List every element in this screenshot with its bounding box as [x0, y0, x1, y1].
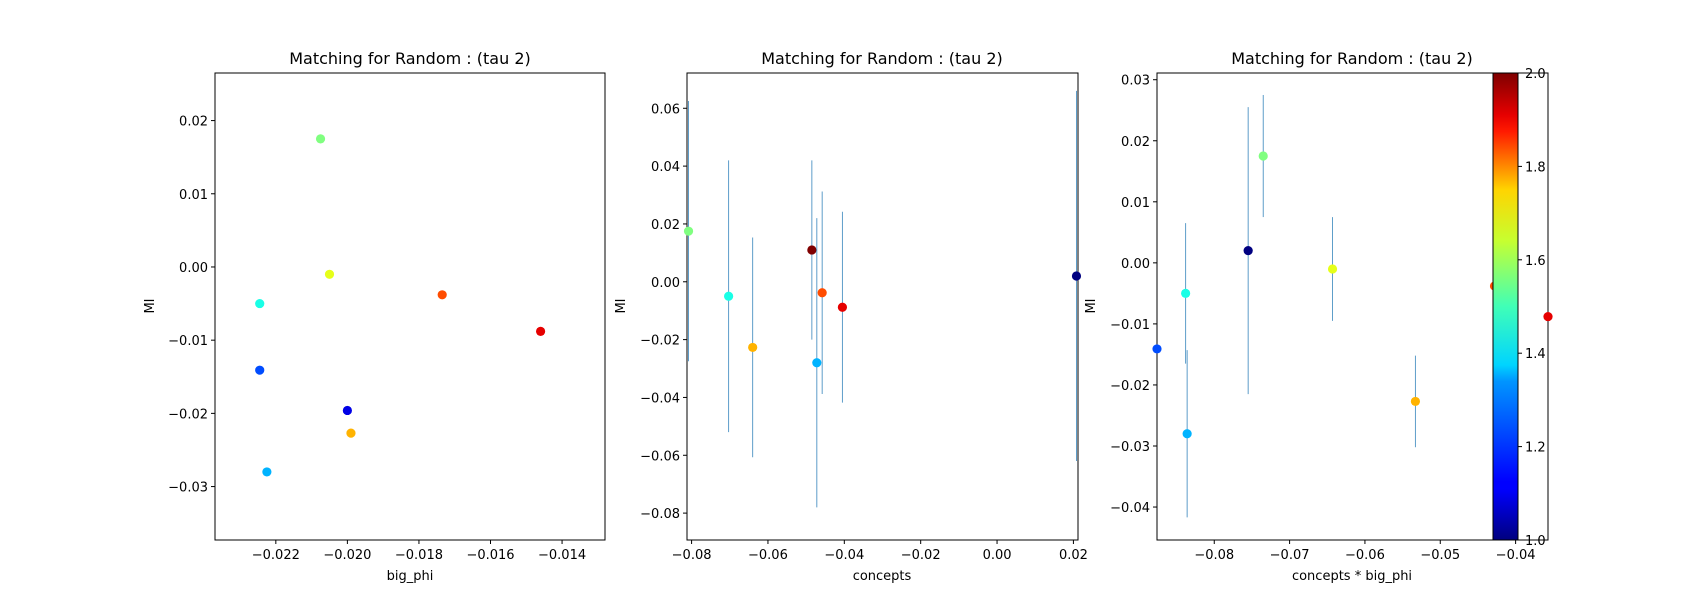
y-tick-label: −0.06 [640, 449, 680, 464]
panel-3-ticks: −0.08 −0.07 −0.06 −0.05 −0.04 −0.04 −0.03 −0.02… [1110, 74, 1535, 563]
panel-3: Matching for Random : (tau 2) concepts *… [1084, 49, 1553, 584]
panel-1: Matching for Random : (tau 2) big_phi MI… [143, 49, 606, 584]
data-point [1327, 264, 1338, 274]
plot-area-2 [686, 72, 1079, 541]
colorbar-ticks: 1.0 1.2 1.4 1.6 1.8 2.0 [1518, 67, 1546, 549]
colorbar-tick-label: 2.0 [1525, 67, 1546, 82]
colorbar-tick-label: 1.0 [1525, 534, 1546, 549]
y-tick-label: −0.02 [640, 334, 680, 349]
data-point [255, 298, 265, 309]
data-point [1410, 396, 1421, 407]
y-tick-label: −0.03 [168, 481, 208, 496]
y-tick-label: 0.06 [651, 102, 680, 117]
data-point [807, 245, 817, 255]
y-tick-label: 0.00 [1121, 257, 1150, 272]
data-point [315, 134, 326, 144]
x-tick-label: 0.02 [1059, 548, 1088, 563]
colorbar: 1.0 1.2 1.4 1.6 1.8 2.0 [1492, 67, 1546, 549]
data-point [1071, 271, 1082, 281]
panel-2-xlabel: concepts [853, 569, 912, 584]
colorbar-tick-label: 1.4 [1525, 347, 1546, 362]
y-tick-label: 0.00 [179, 261, 208, 276]
x-tick-label: −0.08 [672, 548, 712, 563]
data-point [1182, 429, 1192, 439]
x-tick-label: 0.00 [983, 548, 1012, 563]
panel-2-title: Matching for Random : (tau 2) [761, 49, 1003, 68]
panel-1-ylabel: MI [143, 298, 158, 313]
x-tick-label: −0.07 [1270, 548, 1310, 563]
x-tick-label: −0.06 [748, 548, 788, 563]
panel-2-ticks: −0.08 −0.06 −0.04 −0.02 0.00 0.02 −0.08 −0.06 −0… [640, 102, 1088, 563]
x-tick-label: −0.06 [1345, 548, 1385, 563]
y-tick-label: −0.03 [1110, 440, 1150, 455]
y-tick-label: −0.02 [168, 407, 208, 422]
data-point [1258, 151, 1268, 161]
panel-2-ylabel: MI [614, 298, 629, 313]
y-tick-label: 0.04 [651, 160, 680, 175]
colorbar-tick-label: 1.8 [1525, 160, 1546, 175]
panel-3-xlabel: concepts * big_phi [1292, 569, 1412, 584]
y-tick-label: −0.04 [640, 391, 680, 406]
data-point [1152, 344, 1162, 354]
data-point [324, 269, 335, 279]
panel-3-title: Matching for Random : (tau 2) [1231, 49, 1473, 68]
x-tick-label: −0.04 [824, 548, 864, 563]
panel-2: Matching for Random : (tau 2) concepts M… [614, 49, 1088, 584]
x-tick-label: −0.014 [538, 548, 586, 563]
panel-1-xlabel: big_phi [387, 569, 434, 584]
colorbar-gradient [1492, 72, 1519, 541]
data-point [1181, 288, 1191, 298]
panel-1-title: Matching for Random : (tau 2) [289, 49, 531, 68]
x-tick-label: −0.018 [395, 548, 443, 563]
plot-area-1 [214, 72, 606, 541]
data-point [748, 342, 758, 353]
y-tick-label: −0.01 [1110, 318, 1150, 333]
y-tick-label: 0.01 [1121, 196, 1150, 211]
data-point [837, 302, 848, 312]
data-point [724, 291, 734, 301]
data-point [817, 288, 827, 298]
panel-3-ylabel: MI [1084, 298, 1099, 313]
data-point [1243, 246, 1253, 256]
y-tick-label: 0.03 [1121, 74, 1150, 89]
x-tick-label: −0.022 [252, 548, 300, 563]
y-tick-label: −0.04 [1110, 501, 1150, 516]
x-tick-label: −0.08 [1194, 548, 1234, 563]
data-point [437, 290, 447, 300]
x-tick-label: −0.020 [323, 548, 371, 563]
data-point [255, 365, 265, 375]
y-tick-label: −0.01 [168, 334, 208, 349]
colorbar-tick-label: 1.6 [1525, 254, 1546, 269]
data-point [262, 467, 272, 477]
panel-1-points [255, 134, 546, 477]
data-point [683, 226, 694, 236]
x-tick-label: −0.02 [901, 548, 941, 563]
y-tick-label: 0.00 [651, 276, 680, 291]
colorbar-tick-label: 1.2 [1525, 441, 1546, 456]
plot-area-3 [1156, 72, 1549, 541]
data-point [535, 326, 546, 336]
x-tick-label: −0.04 [1496, 548, 1536, 563]
y-tick-label: 0.02 [651, 218, 680, 233]
x-tick-label: −0.05 [1420, 548, 1460, 563]
y-tick-label: 0.02 [179, 115, 208, 130]
y-tick-label: −0.08 [640, 507, 680, 522]
panel-1-ticks: −0.022 −0.020 −0.018 −0.016 −0.014 −0.03 −0.02… [168, 115, 586, 563]
y-tick-label: −0.02 [1110, 379, 1150, 394]
y-tick-label: 0.01 [179, 188, 208, 203]
panel-2-points [683, 90, 1082, 508]
data-point [1543, 311, 1553, 322]
x-tick-label: −0.016 [466, 548, 514, 563]
y-tick-label: 0.02 [1121, 135, 1150, 150]
data-point [346, 428, 356, 438]
data-point [342, 405, 352, 416]
data-point [812, 358, 822, 368]
